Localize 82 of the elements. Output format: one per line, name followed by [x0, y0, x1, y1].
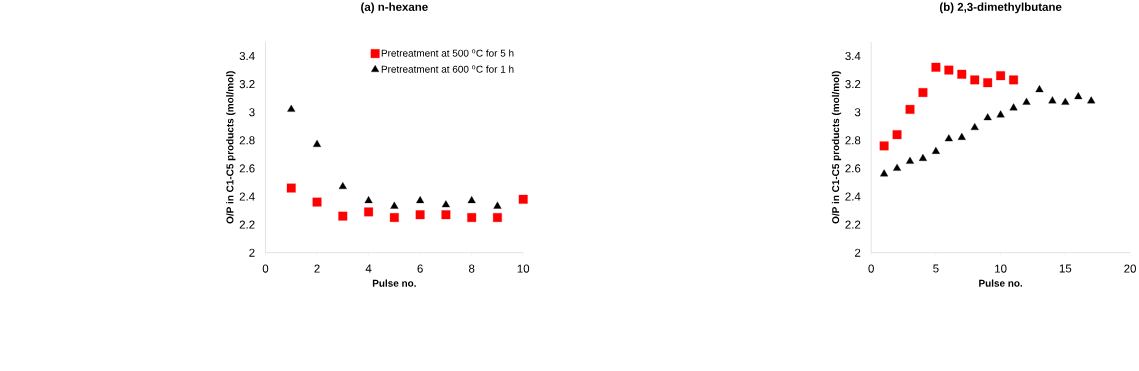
point	[996, 71, 1006, 81]
y-tick-label: 3.4	[239, 52, 255, 61]
y-tick-label: 2.6	[239, 164, 255, 173]
y-tick-label: 2.8	[845, 136, 861, 145]
x-tick-label: 5	[933, 264, 939, 273]
point	[312, 197, 322, 207]
point	[944, 134, 953, 142]
point	[364, 196, 373, 204]
point	[313, 140, 322, 148]
legend-label: Pretreatment at 600 $^{o}$C for 1 h	[381, 65, 514, 73]
point	[918, 154, 927, 162]
point	[1009, 103, 1018, 111]
point	[493, 213, 502, 223]
point	[287, 104, 296, 112]
point	[338, 182, 347, 190]
chart-title: (b) 2,3-dimethylbutane	[939, 2, 1062, 14]
point	[1035, 85, 1044, 93]
x-axis-title: Pulse no.	[372, 279, 416, 287]
point	[390, 201, 399, 209]
x-tick-label: 20	[1124, 264, 1136, 273]
y-tick-label: 3.2	[845, 80, 861, 89]
y-tick-label: 3.2	[239, 80, 255, 89]
y-tick-label: 2	[855, 248, 861, 257]
point	[905, 105, 915, 115]
y-tick-label: 3	[854, 108, 861, 117]
point	[338, 211, 348, 221]
x-tick-label: 0	[262, 264, 269, 273]
point	[1048, 96, 1057, 104]
x-tick-label: 4	[365, 264, 372, 273]
x-axis-title: Pulse no.	[979, 279, 1023, 287]
point	[931, 63, 941, 72]
point	[1074, 92, 1083, 100]
point	[518, 195, 528, 204]
point	[389, 213, 399, 223]
point	[879, 141, 889, 151]
point	[415, 210, 425, 220]
point	[931, 147, 940, 155]
point	[441, 200, 450, 208]
x-tick-label: 8	[468, 264, 475, 273]
legend-label: Pretreatment at 500 $^{o}$C for 5 h	[381, 49, 514, 57]
y-tick-label: 2.2	[239, 220, 255, 229]
y-tick-label: 3.4	[845, 52, 861, 61]
x-tick-label: 2	[314, 264, 320, 273]
point	[493, 201, 502, 209]
point	[416, 196, 425, 204]
y-tick-label: 2.8	[239, 136, 255, 145]
point	[957, 70, 967, 79]
x-tick-label: 10	[995, 264, 1007, 273]
point	[467, 213, 477, 223]
x-tick-label: 10	[517, 264, 530, 273]
point	[970, 75, 980, 85]
point	[467, 196, 476, 204]
y-axis-title: O/P in C1-C5 products (mol/mol)	[226, 71, 236, 224]
point	[1087, 96, 1096, 104]
x-tick-label: 0	[868, 264, 874, 273]
point	[441, 210, 451, 220]
y-tick-label: 2.2	[845, 220, 861, 229]
point	[286, 183, 296, 193]
y-axis-title: O/P in C1-C5 products (mol/mol)	[831, 71, 842, 224]
point	[892, 130, 902, 140]
point	[970, 123, 979, 131]
point	[893, 163, 902, 171]
point	[906, 156, 915, 164]
point	[957, 133, 966, 141]
point	[1009, 75, 1019, 85]
point	[1022, 97, 1031, 105]
chart-title: (a) n-hexane	[361, 2, 428, 14]
y-tick-label: 2	[249, 248, 255, 257]
y-tick-label: 2.4	[239, 192, 255, 201]
point	[1061, 97, 1070, 105]
point	[364, 207, 374, 217]
y-tick-label: 3	[249, 108, 255, 117]
point	[983, 78, 993, 88]
y-tick-label: 2.6	[845, 164, 861, 173]
point	[918, 88, 928, 98]
x-tick-label: 6	[417, 264, 423, 273]
point	[983, 113, 992, 121]
point	[880, 169, 889, 177]
point	[944, 65, 954, 75]
point	[996, 110, 1005, 118]
y-tick-label: 2.4	[845, 192, 861, 201]
x-tick-label: 15	[1059, 264, 1072, 273]
